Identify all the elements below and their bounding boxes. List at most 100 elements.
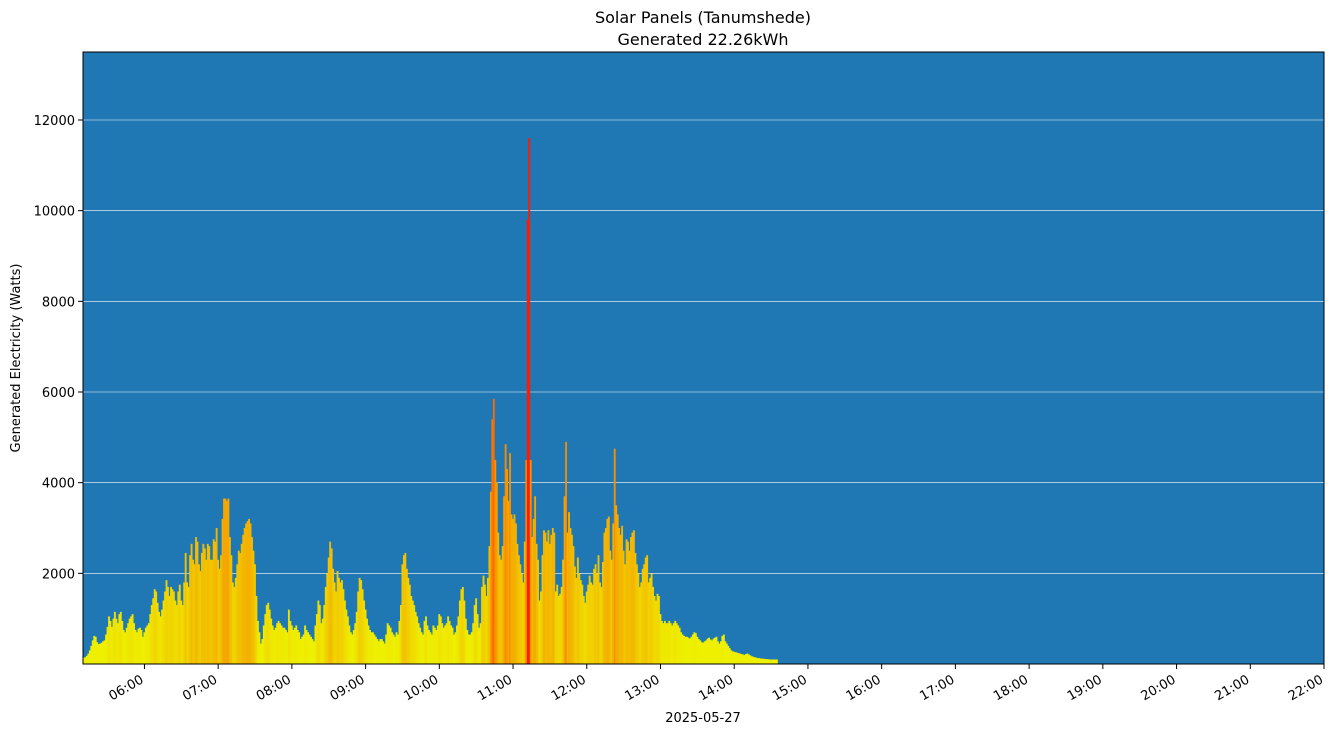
bar: [341, 580, 343, 664]
bar: [346, 616, 349, 664]
bar: [83, 657, 85, 664]
x-tick-label: 08:00: [254, 672, 294, 704]
bar: [299, 639, 302, 664]
bar: [545, 541, 548, 664]
bar: [622, 550, 625, 664]
bar: [248, 518, 251, 664]
bar: [192, 559, 194, 664]
bar: [428, 630, 430, 664]
bar: [743, 654, 746, 664]
y-tick-label: 12000: [34, 114, 75, 129]
x-tick-label: 12:00: [549, 672, 589, 704]
bar: [442, 627, 445, 664]
bar: [717, 641, 719, 664]
bar: [439, 616, 442, 664]
bar: [221, 518, 224, 664]
bar: [386, 623, 389, 664]
bar: [345, 609, 348, 664]
bar: [619, 534, 622, 664]
bar: [727, 645, 730, 664]
bar: [214, 541, 217, 664]
bar: [467, 634, 470, 664]
bar: [270, 618, 273, 664]
bar: [647, 582, 650, 664]
bar: [450, 625, 453, 664]
bar: [111, 626, 113, 664]
bar: [395, 632, 398, 664]
bar: [519, 564, 522, 664]
bar: [133, 623, 135, 664]
bar: [258, 632, 261, 664]
bar: [317, 600, 320, 664]
bar: [516, 543, 519, 664]
bar: [324, 586, 327, 664]
bar: [285, 630, 287, 664]
bar: [398, 620, 401, 664]
bar: [351, 634, 354, 664]
bar: [240, 543, 243, 664]
bar: [485, 596, 488, 664]
bar: [548, 543, 551, 664]
bar: [156, 602, 159, 664]
bar: [292, 630, 295, 664]
bar: [113, 611, 116, 664]
bar: [543, 530, 545, 664]
bar: [602, 562, 604, 664]
bar: [773, 659, 775, 664]
bar: [686, 636, 688, 664]
bar: [354, 623, 357, 664]
bar: [190, 543, 193, 664]
bar: [644, 557, 647, 664]
y-tick-label: 10000: [34, 205, 75, 220]
bar: [289, 620, 292, 664]
bar: [259, 643, 262, 664]
bar: [363, 600, 366, 664]
bar: [187, 586, 190, 664]
bar: [420, 632, 423, 664]
bar: [771, 659, 774, 664]
bar: [208, 546, 211, 664]
bar: [283, 627, 286, 664]
bar: [714, 637, 716, 664]
bar: [565, 441, 568, 664]
bar: [209, 559, 212, 664]
bar: [262, 625, 265, 664]
bar: [752, 656, 755, 664]
bar: [581, 584, 584, 664]
y-axis-label: Generated Electricity (Watts): [9, 264, 24, 453]
bar: [382, 641, 385, 664]
bar: [547, 530, 550, 664]
bar: [671, 625, 674, 664]
bar: [697, 639, 700, 664]
bar: [236, 564, 239, 664]
bar: [678, 627, 681, 664]
bar: [668, 620, 671, 664]
bar: [305, 630, 308, 664]
bar: [131, 614, 134, 664]
bar: [634, 552, 637, 664]
bar: [147, 623, 150, 664]
bar: [742, 654, 744, 664]
bar: [226, 500, 228, 664]
bar: [97, 644, 100, 664]
bar: [515, 523, 517, 664]
x-tick-label: 16:00: [844, 672, 884, 704]
bar: [600, 586, 603, 664]
bar: [109, 620, 112, 664]
bar: [417, 623, 420, 664]
bar: [702, 642, 705, 664]
bar: [164, 591, 166, 664]
bar: [675, 623, 678, 664]
bar: [696, 636, 699, 664]
bar: [320, 623, 323, 664]
bar: [215, 528, 218, 664]
bar: [441, 623, 444, 664]
bar: [335, 591, 337, 664]
bar: [311, 639, 314, 664]
bar: [252, 550, 255, 664]
bar: [100, 642, 103, 664]
x-tick-label: 19:00: [1065, 672, 1105, 704]
bar: [658, 596, 660, 664]
bar: [451, 627, 454, 664]
bar: [659, 614, 662, 664]
